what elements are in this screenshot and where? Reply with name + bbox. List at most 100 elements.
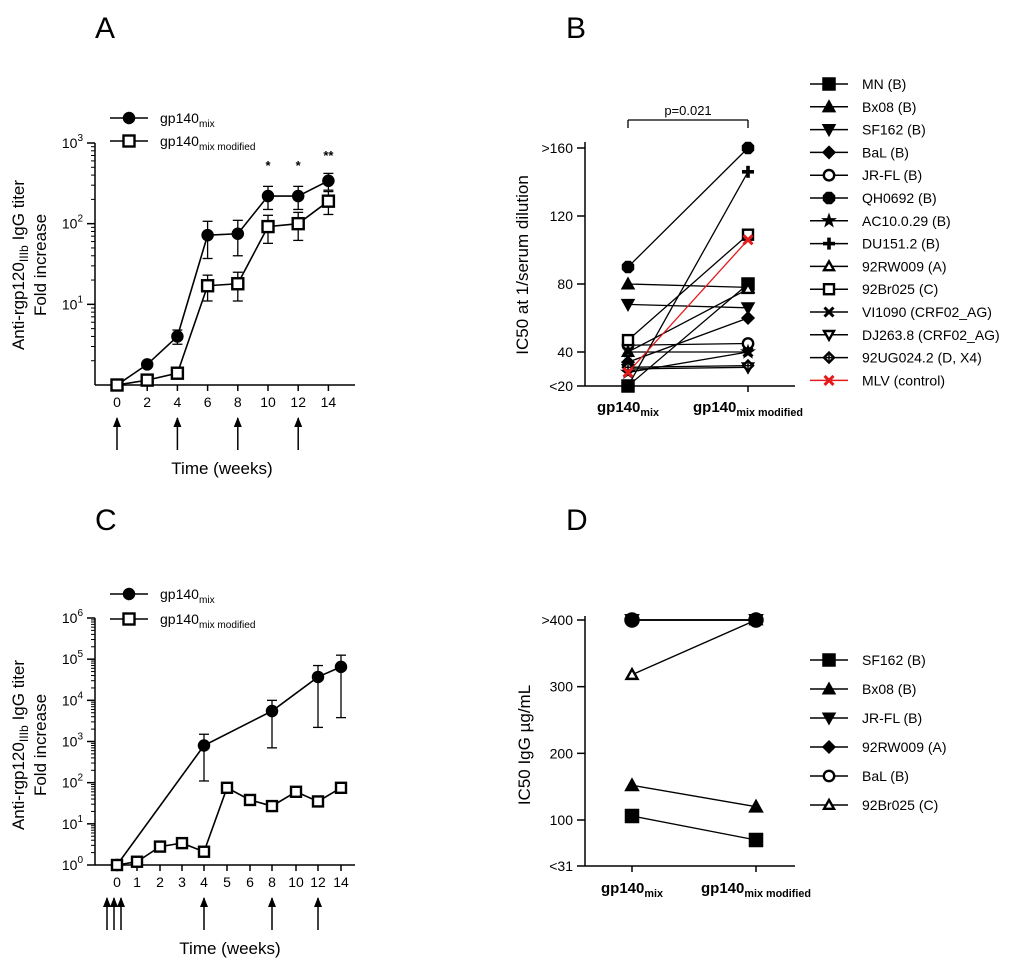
data-point: [334, 781, 348, 795]
y-tick-label: 100: [550, 812, 574, 828]
data-point: [197, 845, 211, 858]
data-point: [740, 281, 756, 295]
y-tick-label: 101: [62, 294, 84, 312]
legend-label: gp140mix: [160, 110, 215, 130]
y-tick-label: <20: [549, 378, 573, 394]
significance-bracket: p=0.021: [627, 103, 749, 128]
significance-mark: *: [265, 158, 271, 173]
series-mlv-control-: [622, 234, 754, 378]
legend-marker: [122, 612, 136, 626]
data-point: [622, 380, 634, 392]
y-tick-label: >160: [541, 140, 573, 156]
x-tick-label: 2: [156, 874, 164, 890]
data-point: [740, 310, 756, 326]
data-point: [741, 358, 755, 373]
legend-label: 92RW009 (A): [862, 739, 947, 755]
y-tick-label: 103: [62, 133, 84, 151]
data-point: [740, 302, 756, 316]
legend-marker: [122, 134, 136, 148]
series-qh0692-b-: [621, 141, 755, 274]
legend-label: VI1090 (CRF02_AG): [862, 304, 992, 320]
legend-marker: [122, 587, 136, 601]
legend-label: DJ263.8 (CRF02_AG): [862, 327, 1000, 343]
series-92br025-c-: [621, 228, 755, 347]
legend-label: 92UG024.2 (D, X4): [862, 350, 982, 366]
data-point: [748, 798, 764, 813]
legend: gp140mix gp140mix modified: [110, 586, 256, 631]
series-gp140mix: [110, 172, 335, 392]
y-tick-label: 104: [62, 690, 84, 708]
y-tick-label: >400: [541, 612, 573, 628]
series-92rw009-a-: [620, 281, 756, 357]
y-tick-label: 100: [62, 855, 84, 873]
legend-label: 92Br025 (C): [862, 281, 938, 297]
series-gp140mix: [110, 654, 348, 872]
data-point: [171, 330, 184, 343]
legend-marker: [821, 145, 837, 160]
series-line: [627, 317, 749, 363]
immunization-arrow: [173, 417, 182, 450]
y-axis-label-line1: Anti-rgp120IIIb IgG titer: [9, 660, 31, 830]
series-line: [631, 815, 757, 841]
x-tick-label: 4: [174, 394, 182, 410]
x-tick-label: 6: [204, 394, 212, 410]
legend-marker: [823, 306, 835, 318]
data-point: [624, 777, 640, 792]
legend-label: MLV (control): [862, 372, 945, 388]
data-point: [220, 781, 234, 795]
data-point: [153, 840, 167, 853]
immunization-arrow: [233, 417, 242, 450]
data-point: [742, 234, 754, 246]
data-point-overlap: [748, 612, 764, 628]
immunization-arrow: [294, 417, 303, 450]
y-axis-label-line1: Anti-rgp120IIIb IgG titer: [9, 180, 31, 350]
series-line: [627, 171, 749, 387]
legend-label: 92RW009 (A): [862, 258, 947, 274]
x-tick-label: 2: [143, 394, 151, 410]
significance-mark: **: [323, 148, 334, 163]
x-tick-label: 10: [288, 874, 304, 890]
y-tick-label: 106: [62, 608, 84, 626]
x-axis-label: Time (weeks): [171, 459, 272, 478]
panel-a: 103 102 101 0 2 4 6 8 10 12 14 Time (weeks) Anti-rgp…: [9, 110, 355, 478]
y-tick-label: 120: [550, 208, 574, 224]
series-line: [116, 666, 342, 866]
data-point: [243, 793, 257, 807]
y-tick-label: 102: [62, 214, 84, 232]
legend-label: 92Br025 (C): [862, 797, 938, 813]
data-point: [291, 189, 305, 203]
immunization-arrow: [103, 897, 111, 930]
series-line: [631, 784, 757, 808]
y-axis-label-text: IC50 at 1/serum dilution: [513, 175, 532, 355]
x-tick-label: 12: [310, 874, 326, 890]
y-tick-label: 103: [62, 732, 84, 750]
immunization-arrow: [110, 897, 118, 930]
legend: gp140mix gp140mix modified: [110, 110, 256, 153]
data-point: [291, 216, 305, 231]
data-point: [741, 141, 755, 155]
series-line: [627, 342, 749, 346]
legend-marker: [821, 212, 837, 228]
data-point: [110, 858, 124, 872]
p-value: p=0.021: [664, 103, 711, 118]
series-line: [627, 364, 749, 368]
immunization-arrow: [117, 897, 125, 930]
data-point: [620, 276, 636, 290]
x-tick-label: 5: [223, 874, 231, 890]
legend-marker: [822, 653, 836, 667]
x-axis-label: Time (weeks): [179, 939, 280, 958]
data-point: [140, 373, 154, 387]
y-axis-label-line2: Fold increase: [31, 214, 50, 316]
legend-label: gp140mix: [160, 586, 215, 606]
panel-letter-a: A: [95, 12, 115, 45]
data-point: [197, 739, 211, 752]
legend-label: AC10.0.29 (B): [862, 213, 951, 229]
series-line: [627, 234, 749, 341]
series-92br025-c-: [624, 612, 764, 681]
data-point: [334, 660, 348, 674]
x-tick-label: 14: [321, 394, 337, 410]
data-point: [621, 260, 635, 274]
